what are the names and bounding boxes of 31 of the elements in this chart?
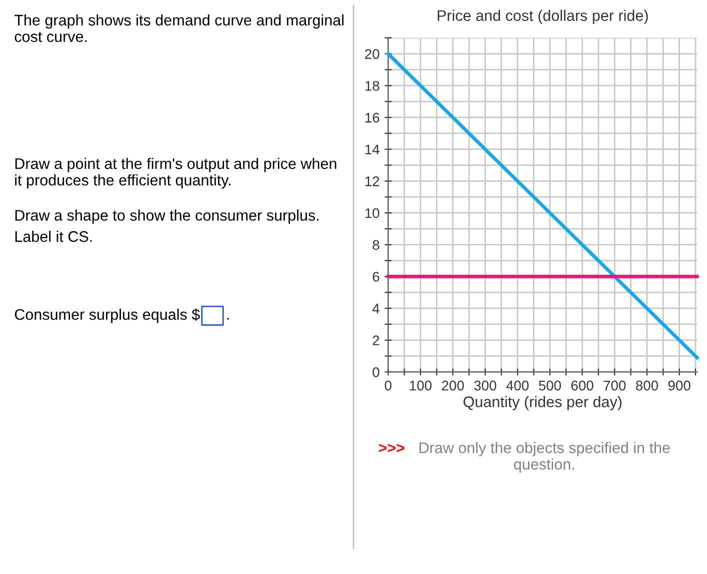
y-tick-label: 6 [372,272,380,282]
x-tick-label: 100 [410,380,432,390]
x-tick-label: 500 [538,380,561,390]
x-tick-label: 400 [506,380,529,390]
x-tick-label: 800 [636,380,658,390]
y-tick-label: 14 [365,144,380,154]
x-tick-label: 200 [442,380,464,390]
text: Consumer surplus equals $ [14,308,200,323]
x-tick-label: 300 [474,380,496,390]
x-tick-label: 0 [384,380,392,390]
y-tick-label: 4 [372,304,380,314]
text: The graph shows its demand curve and marginal cost curve. [14,14,344,42]
text: . [227,318,229,320]
text: Label it CS. [15,230,92,242]
x-axis-title: Quantity (rides per day) [464,396,622,410]
text: Draw a shape to show the consumer surplus. [15,210,318,224]
text: Draw a point at the firm's output and price when it produces the efficient quantity. [15,158,336,189]
x-tick-label: 900 [668,380,690,390]
y-tick-label: 8 [372,240,380,250]
text: >>> [378,444,404,452]
y-tick-label: 18 [365,80,380,91]
text: Draw only the objects specified in the question. [420,442,670,473]
y-tick-label: 20 [365,49,380,59]
y-tick-label: 2 [372,335,380,346]
x-tick-label: 700 [604,380,626,390]
x-tick-label: 600 [571,380,594,390]
y-axis-title: Price and cost (dollars per ride) [438,10,648,24]
y-tick-label: 12 [365,176,380,186]
y-tick-label: 16 [365,112,380,123]
y-tick-label: 10 [365,208,380,218]
y-tick-label: 0 [372,367,380,378]
